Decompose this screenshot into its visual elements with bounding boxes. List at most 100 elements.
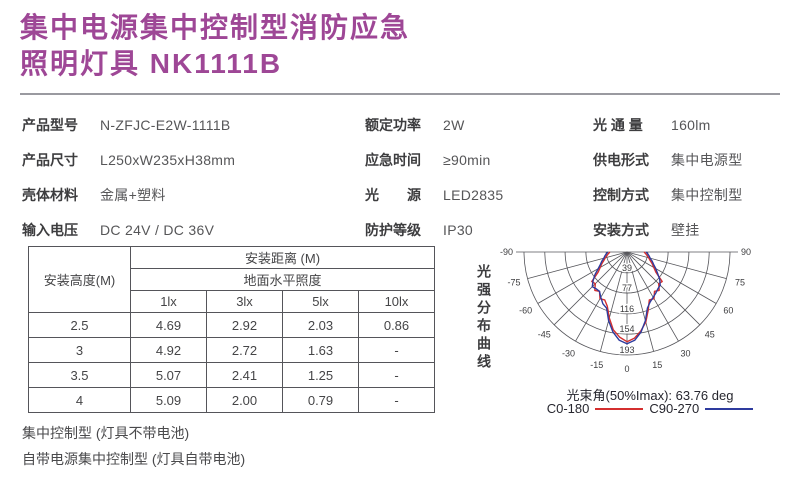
table-cell: 1.25 (282, 362, 359, 388)
spec-label: 控制方式 (593, 186, 649, 203)
table-cell: 5.09 (130, 387, 207, 413)
table-span-header-distance: 安装距离 (M) (130, 246, 435, 269)
table-cell: 1.63 (282, 337, 359, 363)
table-cell: - (358, 362, 435, 388)
svg-text:154: 154 (619, 324, 634, 334)
table-cell: 2.03 (282, 312, 359, 338)
spec-value: 2W (443, 116, 465, 133)
spec-housing-material: 壳体材料 金属+塑料 (22, 177, 365, 212)
table-corner-header: 安装高度(M) (28, 246, 131, 313)
table-col-header-10lx: 10lx (358, 290, 435, 313)
spec-value: 160lm (671, 116, 711, 133)
spec-label: 防护等级 (365, 221, 421, 238)
svg-text:90: 90 (741, 247, 751, 257)
spec-emergency-time: 应急时间 ≥90min (365, 142, 593, 177)
svg-text:-45: -45 (538, 330, 551, 340)
table-col-header-3lx: 3lx (206, 290, 283, 313)
table-cell: 2.5 (28, 312, 131, 338)
page-title: 集中电源集中控制型消防应急 照明灯具 NK1111B (20, 10, 660, 82)
table-cell: 0.79 (282, 387, 359, 413)
table-cell: 4.69 (130, 312, 207, 338)
spec-luminous-flux: 光 通 量 160lm (593, 107, 788, 142)
svg-text:45: 45 (705, 330, 715, 340)
page-title-line1: 集中电源集中控制型消防应急 (20, 12, 411, 43)
table-row: 3 4.92 2.72 1.63- (28, 337, 435, 363)
footer-notes: 集中控制型 (灯具不带电池) 自带电源集中控制型 (灯具自带电池) (22, 420, 245, 472)
chart-vertical-title: 光强分布曲线 (476, 264, 492, 372)
intensity-distribution-chart: 39 77 116 154 193 -90 -75 -60 -45 -30 -15 0 15 30 45 60… (498, 238, 800, 380)
spec-light-source: 光 源 LED2835 (365, 177, 593, 212)
beam-angle-caption: 光束角(50%Imax): 63.76 deg (566, 388, 734, 403)
legend-line-red (595, 407, 644, 410)
spec-product-size: 产品尺寸 L250xW235xH38mm (22, 142, 365, 177)
spec-grid: 产品型号 N-ZFJC-E2W-1111B 额定功率 2W 光 通 量 160l… (22, 107, 788, 247)
table-cell: 2.00 (206, 387, 283, 413)
spec-label: 产品尺寸 (22, 151, 78, 168)
svg-text:75: 75 (735, 277, 745, 287)
table-cell: 3 (28, 337, 131, 363)
spec-label: 光 源 (365, 186, 421, 203)
svg-text:-15: -15 (590, 360, 603, 370)
installation-distance-table: 安装高度(M) 安装距离 (M) 地面水平照度 1lx 3lx 5lx 10lx… (28, 246, 435, 413)
spec-value: L250xW235xH38mm (100, 151, 236, 168)
svg-text:77: 77 (622, 283, 632, 293)
table-cell: 2.72 (206, 337, 283, 363)
table-cell: 2.41 (206, 362, 283, 388)
spec-label: 产品型号 (22, 116, 78, 133)
polar-plot: 39 77 116 154 193 -90 -75 -60 -45 -30 -15 0 15 30 45 60… (498, 246, 752, 376)
spec-control-type: 控制方式 集中控制型 (593, 177, 788, 212)
spec-value: 集中控制型 (671, 186, 743, 203)
spec-value: IP30 (443, 221, 473, 238)
spec-label: 壳体材料 (22, 186, 78, 203)
table-cell: 5.07 (130, 362, 207, 388)
table-cell: - (358, 337, 435, 363)
svg-text:-60: -60 (519, 306, 532, 316)
spec-label: 输入电压 (22, 221, 78, 238)
spec-value: ≥90min (443, 151, 491, 168)
table-row: 3.5 5.07 2.41 1.25- (28, 362, 435, 388)
svg-text:0: 0 (624, 364, 629, 374)
spec-value: N-ZFJC-E2W-1111B (100, 116, 231, 133)
spec-ip-rating: 防护等级 IP30 (365, 212, 593, 247)
table-cell: 4 (28, 387, 131, 413)
table-cell: 3.5 (28, 362, 131, 388)
page-title-line2: 照明灯具 NK1111B (20, 48, 283, 79)
note-line: 集中控制型 (灯具不带电池) (22, 425, 190, 441)
legend-label-c0-180: C0-180 (546, 401, 590, 416)
table-col-header-1lx: 1lx (130, 290, 207, 313)
spec-mounting-type: 安装方式 壁挂 (593, 212, 788, 247)
spec-label: 供电形式 (593, 151, 649, 168)
chart-legend: C0-180 C90-270 (500, 401, 800, 416)
legend-label-c90-270: C90-270 (649, 401, 700, 416)
title-separator (20, 93, 780, 95)
spec-label: 额定功率 (365, 116, 421, 133)
table-span-header-illuminance: 地面水平照度 (130, 268, 435, 291)
spec-value: 集中电源型 (671, 151, 743, 168)
spec-power-supply-type: 供电形式 集中电源型 (593, 142, 788, 177)
table-header: 安装高度(M) 安装距离 (M) 地面水平照度 1lx 3lx 5lx 10lx (28, 246, 435, 313)
spec-value: 金属+塑料 (100, 186, 166, 203)
svg-text:116: 116 (620, 304, 634, 314)
spec-value: 壁挂 (671, 221, 700, 238)
table-cell: - (358, 387, 435, 413)
spec-label: 应急时间 (365, 151, 421, 168)
svg-text:193: 193 (619, 345, 634, 355)
svg-text:-90: -90 (500, 247, 513, 257)
note-line: 自带电源集中控制型 (灯具自带电池) (22, 451, 246, 467)
spec-value: DC 24V / DC 36V (100, 221, 215, 238)
svg-text:-75: -75 (507, 277, 520, 287)
svg-text:30: 30 (680, 348, 690, 358)
table-row: 4 5.09 2.00 0.79- (28, 387, 435, 413)
svg-text:-30: -30 (562, 348, 575, 358)
table-cell: 4.92 (130, 337, 207, 363)
svg-text:39: 39 (622, 263, 632, 273)
spec-rated-power: 额定功率 2W (365, 107, 593, 142)
spec-product-model: 产品型号 N-ZFJC-E2W-1111B (22, 107, 365, 142)
table-body: 2.5 4.69 2.92 2.03 0.86 3 4.92 2.72 1.63-3.5 5.07… (28, 312, 435, 413)
table-row: 2.5 4.69 2.92 2.03 0.86 (28, 312, 435, 338)
spec-label: 光 通 量 (593, 116, 643, 133)
svg-text:15: 15 (652, 360, 662, 370)
spec-value: LED2835 (443, 186, 504, 203)
spec-input-voltage: 输入电压 DC 24V / DC 36V (22, 212, 365, 247)
